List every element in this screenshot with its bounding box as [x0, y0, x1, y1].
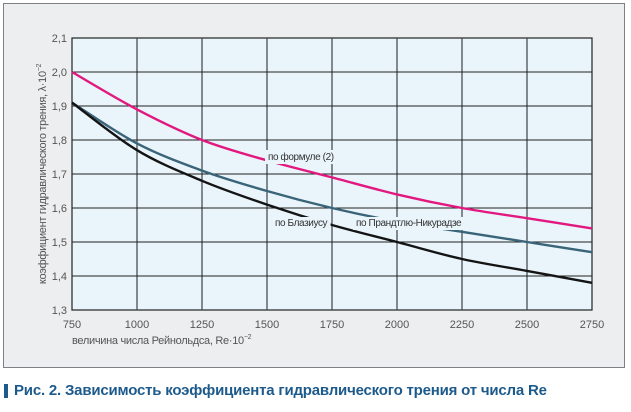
- y-tick-label: 1,4: [52, 271, 67, 283]
- label-background: [272, 217, 331, 230]
- x-tick-label: 1000: [125, 319, 149, 331]
- figure-caption: Рис. 2. Зависимость коэффициента гидравл…: [4, 382, 547, 399]
- series-prandtl-nikuradze-line: [71, 101, 593, 254]
- legend-label-prandtl-nikuradze: по Прандтлю-Никурадзе: [356, 218, 462, 229]
- y-axis-label-exponent: −2: [36, 63, 43, 71]
- series-formula-2-line: [71, 70, 593, 230]
- y-tick-label: 1,7: [52, 169, 67, 181]
- x-tick-label: 750: [63, 319, 81, 331]
- x-tick-label: 2250: [450, 319, 474, 331]
- x-tick-label: 2750: [580, 319, 604, 331]
- y-tick-label: 2,0: [52, 67, 67, 79]
- legend-label-formula-2: по формуле (2): [268, 151, 334, 163]
- y-tick-label: 2,1: [52, 33, 67, 45]
- x-tick-label: 1500: [255, 319, 279, 331]
- caption-text: Рис. 2. Зависимость коэффициента гидравл…: [14, 382, 547, 399]
- x-tick-label: 1750: [320, 319, 344, 331]
- x-tick-label: 2500: [515, 319, 539, 331]
- y-tick-label: 1,6: [52, 203, 67, 215]
- label-background: [265, 150, 337, 164]
- y-axis-label: коэффициент гидравлического трения, λ·10…: [36, 63, 49, 284]
- y-tick-label: 1,9: [52, 101, 67, 113]
- x-tick-label: 1250: [190, 319, 214, 331]
- series-blasius-line: [71, 101, 593, 284]
- x-tick-label: 2000: [385, 319, 409, 331]
- x-axis-label-exponent: −2: [244, 334, 252, 341]
- x-axis-label: величина числа Рейнольдса, Re·10−2: [72, 334, 252, 347]
- label-background: [353, 217, 466, 230]
- caption-marker: [4, 383, 8, 398]
- y-tick-label: 1,8: [52, 135, 67, 147]
- y-tick-label: 1,3: [52, 305, 67, 317]
- y-tick-label: 1,5: [52, 237, 67, 249]
- legend-label-blasius: по Блазиусу: [275, 218, 328, 229]
